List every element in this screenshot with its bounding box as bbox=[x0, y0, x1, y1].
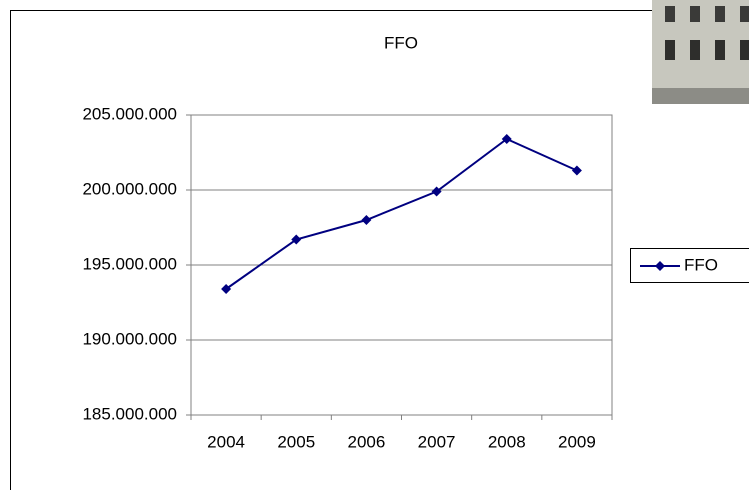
x-tick-label: 2008 bbox=[488, 432, 526, 451]
data-point bbox=[501, 134, 512, 144]
x-tick-label: 2005 bbox=[277, 432, 315, 451]
data-point bbox=[221, 284, 232, 294]
y-tick-label: 190.000.000 bbox=[82, 329, 177, 348]
x-tick-label: 2004 bbox=[207, 432, 245, 451]
series-line bbox=[225, 137, 578, 290]
chart-title: FFO bbox=[384, 33, 418, 52]
x-tick-label: 2009 bbox=[558, 432, 596, 451]
y-tick-label: 195.000.000 bbox=[82, 254, 177, 273]
legend-label: FFO bbox=[684, 255, 718, 274]
data-point bbox=[431, 186, 442, 197]
photo bbox=[652, 0, 749, 104]
y-tick-label: 205.000.000 bbox=[82, 104, 177, 123]
data-point bbox=[571, 165, 582, 176]
x-tick-label: 2006 bbox=[348, 432, 386, 451]
y-tick-label: 185.000.000 bbox=[82, 404, 177, 423]
x-tick-label: 2007 bbox=[418, 432, 456, 451]
legend-marker bbox=[655, 261, 665, 271]
data-point bbox=[291, 234, 302, 245]
data-point bbox=[361, 215, 372, 225]
y-tick-label: 200.000.000 bbox=[82, 179, 177, 198]
